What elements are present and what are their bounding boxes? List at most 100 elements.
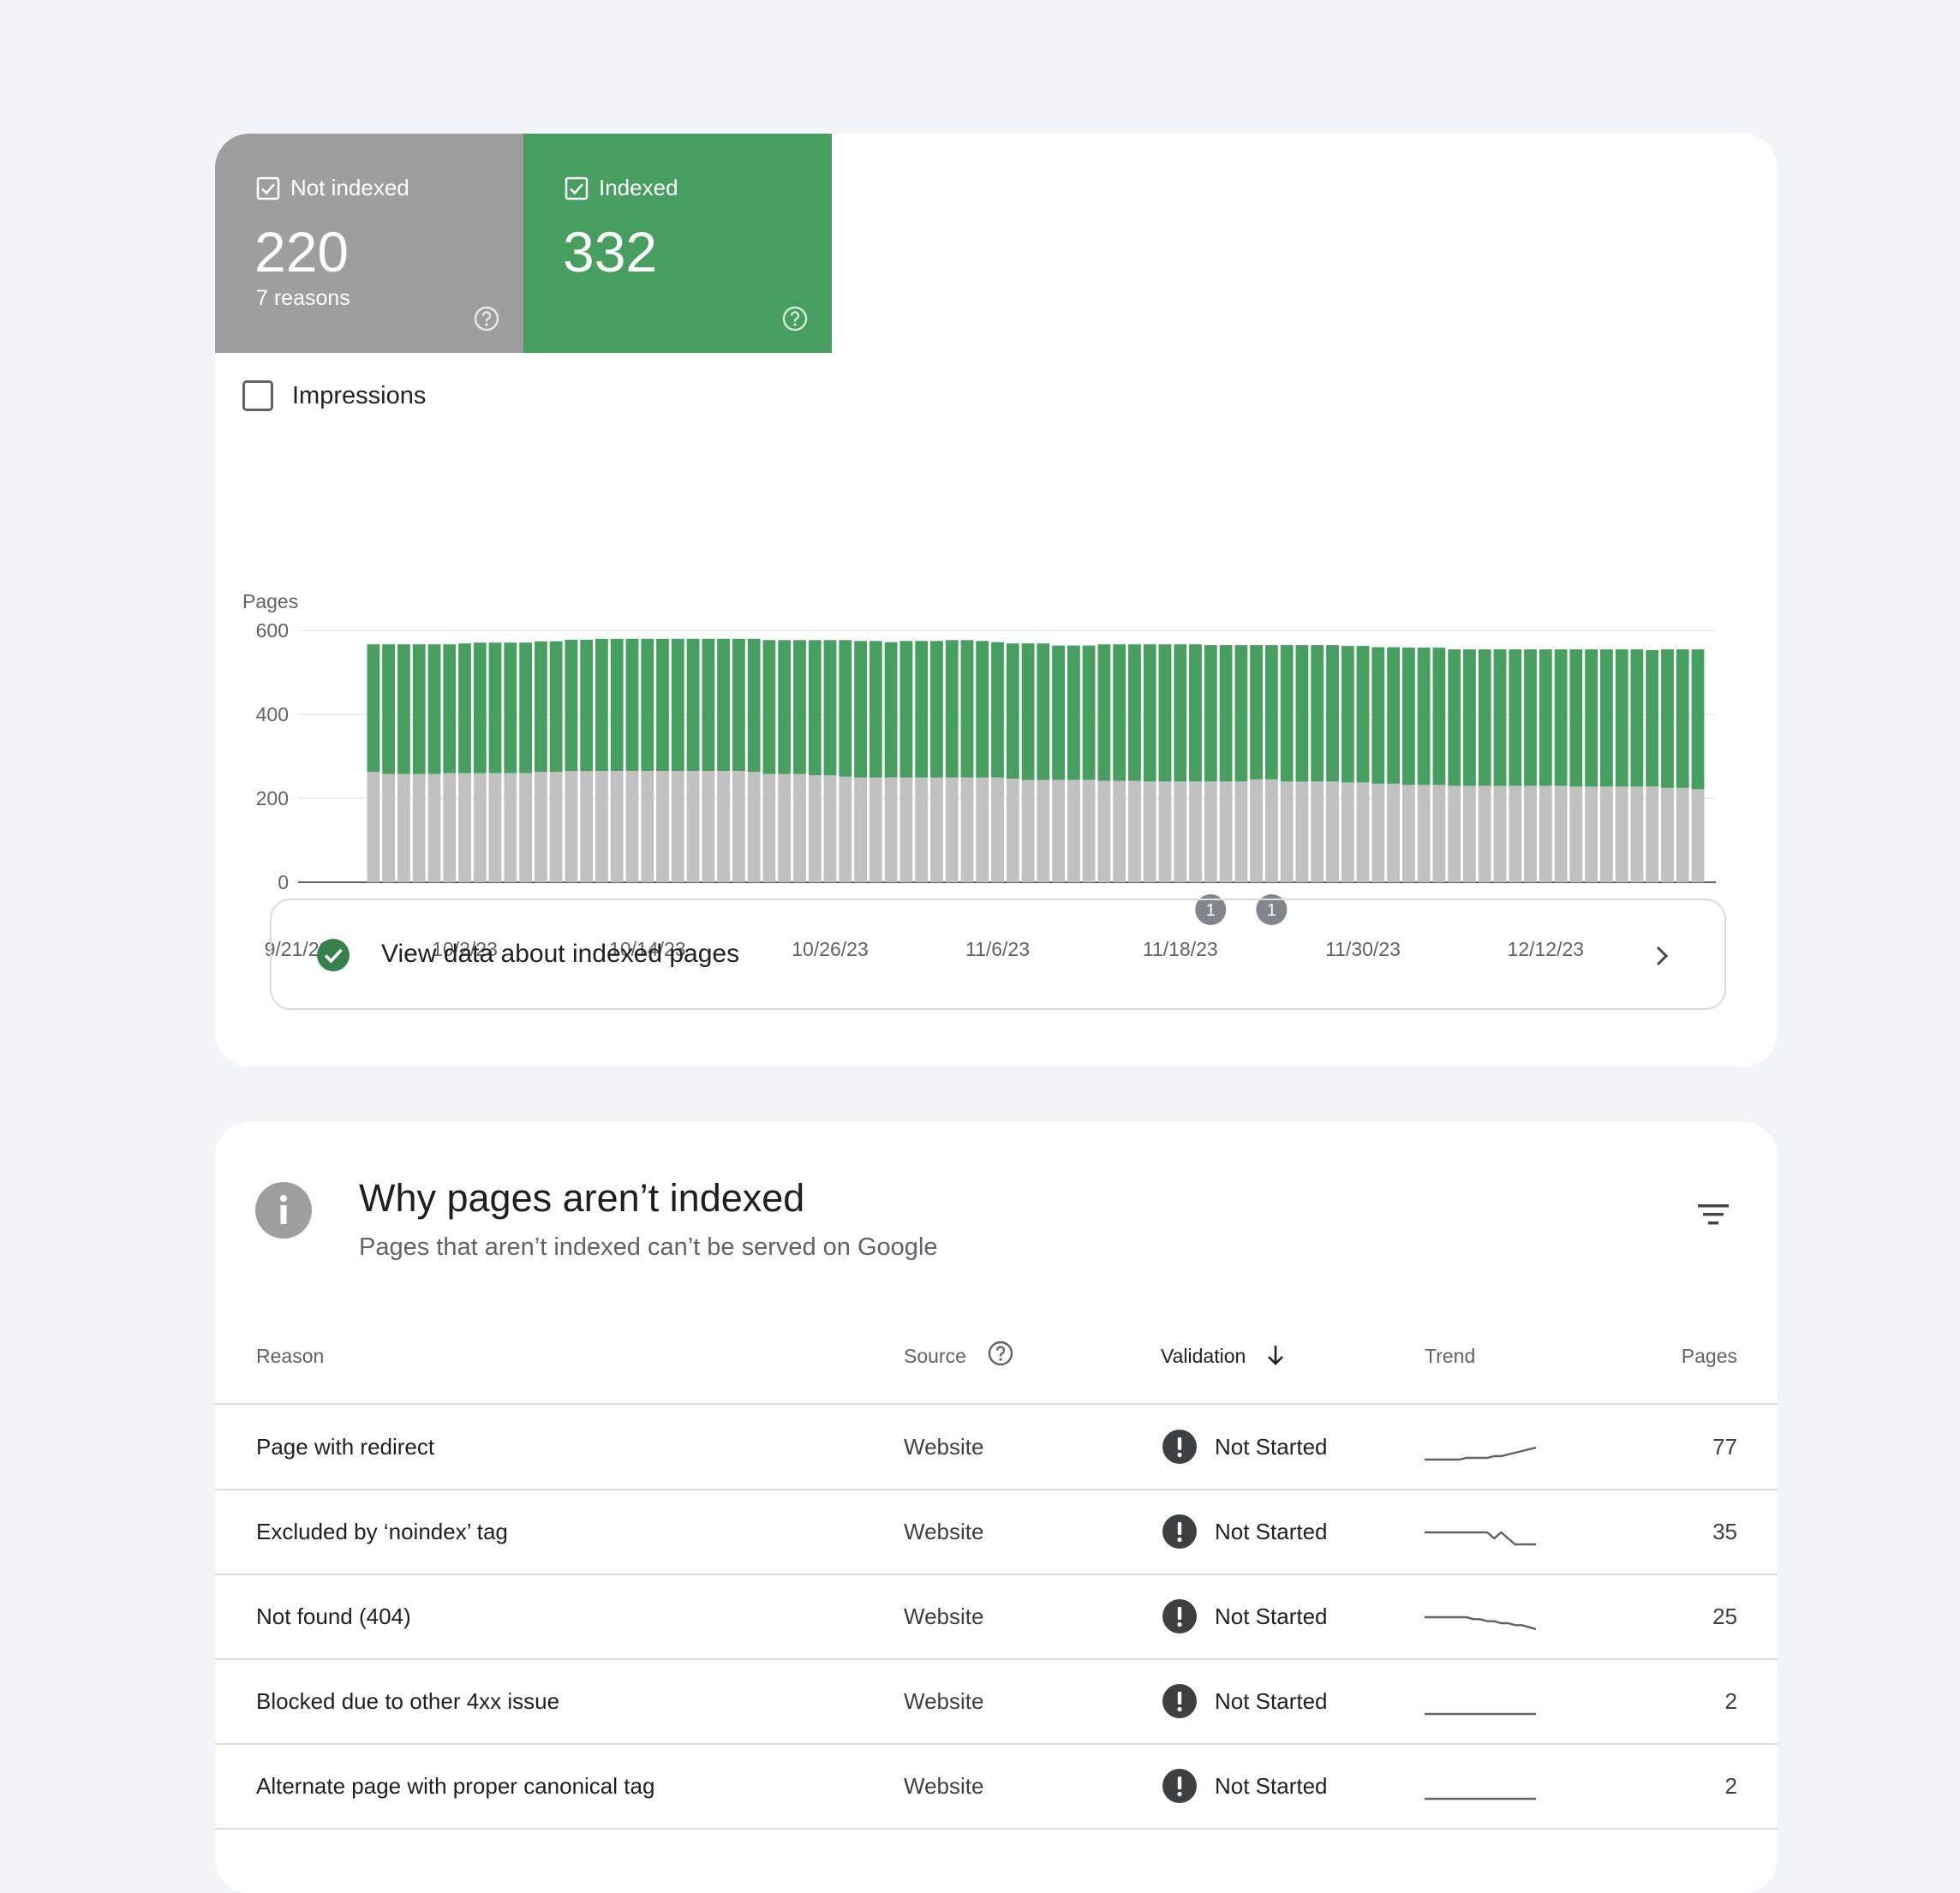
column-header-validation[interactable]: Validation [1161, 1345, 1246, 1367]
checkbox-checked-icon[interactable] [565, 176, 589, 200]
bar-not-indexed [488, 773, 502, 882]
bar-indexed [1524, 649, 1537, 786]
bar-not-indexed [382, 773, 395, 882]
bar-not-indexed [595, 771, 608, 882]
bar-not-indexed [1082, 779, 1096, 882]
bar-indexed [1402, 648, 1415, 785]
bar-not-indexed [1432, 785, 1446, 882]
bar-not-indexed [1417, 785, 1431, 882]
bar-not-indexed [839, 776, 852, 882]
not-indexed-tile[interactable]: Not indexed 220 7 reasons [215, 134, 523, 353]
annotation-marker[interactable]: 1 [1195, 894, 1227, 925]
trend-sparkline [1425, 1615, 1536, 1631]
x-tick-label: 10/26/23 [792, 938, 869, 960]
bar-not-indexed [1402, 785, 1415, 882]
bar-not-indexed [1615, 786, 1628, 882]
row-pages: 35 [1712, 1519, 1737, 1544]
bar-indexed [1204, 645, 1217, 782]
bar-indexed [839, 640, 852, 777]
impressions-toggle[interactable]: Impressions [242, 380, 426, 411]
trend-sparkline [1425, 1712, 1536, 1716]
help-icon[interactable] [987, 1340, 1014, 1367]
help-icon[interactable] [781, 305, 809, 332]
bar-indexed [732, 638, 745, 772]
bar-not-indexed [1311, 781, 1324, 882]
view-indexed-pages-button[interactable]: View data about indexed pages [270, 899, 1726, 1010]
bar-not-indexed [1554, 785, 1568, 882]
impressions-checkbox[interactable] [242, 380, 273, 411]
table-row[interactable]: Not found (404) Website Not Started 25 [215, 1574, 1778, 1660]
bar-indexed [1554, 649, 1568, 786]
bar-not-indexed [625, 771, 639, 882]
row-source: Website [904, 1603, 984, 1629]
bar-not-indexed [610, 771, 624, 882]
bar-not-indexed [1493, 785, 1507, 882]
bar-indexed [1387, 647, 1400, 784]
row-pages: 25 [1712, 1603, 1737, 1629]
bar-not-indexed [656, 771, 669, 882]
bar-indexed [945, 640, 959, 778]
chevron-right-icon [1656, 946, 1669, 966]
checkbox-checked-icon[interactable] [256, 176, 280, 200]
bar-indexed [580, 639, 594, 772]
bar-not-indexed [519, 773, 532, 882]
bar-not-indexed [1448, 785, 1461, 882]
section-title: Why pages aren’t indexed [359, 1176, 805, 1220]
column-header-source[interactable]: Source [904, 1345, 966, 1367]
bar-not-indexed [793, 773, 806, 882]
bar-indexed [915, 641, 929, 778]
bar-not-indexed [1250, 779, 1263, 882]
bar-not-indexed [397, 773, 410, 882]
bar-not-indexed [1646, 786, 1659, 882]
help-icon[interactable] [473, 305, 500, 332]
bar-indexed [397, 644, 410, 774]
bar-indexed [519, 642, 532, 773]
bar-indexed [1341, 646, 1354, 783]
bar-indexed [1280, 645, 1294, 782]
y-tick-label: 600 [256, 619, 289, 642]
filter-icon[interactable] [1694, 1201, 1732, 1228]
bar-not-indexed [1204, 781, 1217, 882]
bar-indexed [1128, 644, 1141, 781]
bar-not-indexed [565, 771, 578, 882]
bar-indexed [747, 638, 761, 773]
table-row[interactable]: Excluded by ‘noindex’ tag Website Not Star… [215, 1490, 1778, 1575]
bar-not-indexed [1113, 780, 1126, 882]
bar-indexed [1600, 649, 1613, 787]
row-validation-status: Not Started [1215, 1773, 1328, 1799]
row-pages: 77 [1712, 1434, 1737, 1460]
indexed-tile[interactable]: Indexed 332 [523, 134, 832, 353]
column-header-reason[interactable]: Reason [256, 1345, 325, 1367]
bar-indexed [1097, 644, 1111, 781]
bar-not-indexed [1067, 779, 1080, 882]
arrow-down-icon[interactable] [1265, 1343, 1286, 1367]
bar-not-indexed [1356, 782, 1370, 882]
bar-indexed [793, 640, 806, 774]
row-source: Website [904, 1773, 984, 1799]
bar-not-indexed [1143, 781, 1156, 882]
table-row[interactable]: Blocked due to other 4xx issue Website Not… [215, 1659, 1778, 1745]
bar-indexed [382, 644, 395, 774]
indexing-chart-card: Not indexed 220 7 reasons Indexed 332 Im… [215, 134, 1778, 1066]
bar-indexed [702, 638, 715, 772]
not-indexed-reasons: 7 reasons [256, 286, 350, 310]
bar-not-indexed [1371, 783, 1385, 882]
y-tick-label: 0 [278, 871, 289, 893]
table-row[interactable]: Alternate page with proper canonical tag… [215, 1744, 1778, 1830]
row-validation-status: Not Started [1215, 1519, 1328, 1544]
bar-indexed [1417, 648, 1431, 785]
bar-not-indexed [1326, 781, 1339, 882]
bar-indexed [1646, 650, 1659, 787]
annotation-marker[interactable]: 1 [1256, 894, 1288, 925]
bar-not-indexed [1691, 789, 1705, 882]
column-header-pages[interactable]: Pages [1681, 1345, 1737, 1367]
section-subtitle: Pages that aren’t indexed can’t be serve… [359, 1233, 938, 1261]
alert-icon [1162, 1599, 1197, 1633]
table-row[interactable]: Page with redirect Website Not Started 77 [215, 1405, 1778, 1490]
annotation-label: 1 [1267, 901, 1276, 920]
row-pages: 2 [1724, 1773, 1737, 1799]
bar-not-indexed [1509, 785, 1522, 882]
alert-icon [1162, 1430, 1197, 1464]
bar-not-indexed [1295, 781, 1309, 882]
